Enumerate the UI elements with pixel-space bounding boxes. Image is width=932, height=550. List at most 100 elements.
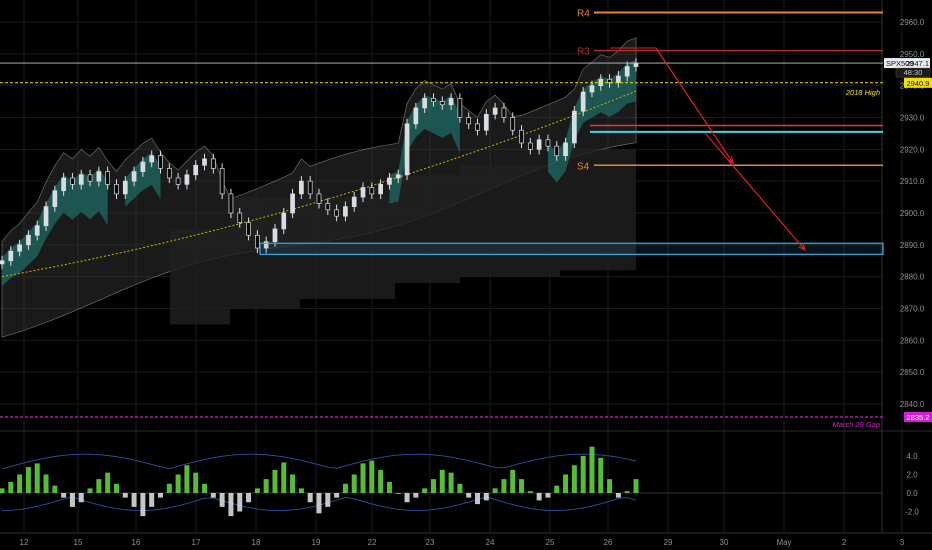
candle-body[interactable] [281,212,287,230]
candle-body[interactable] [193,164,199,176]
osc-bar [219,493,225,507]
candle-body[interactable] [114,184,119,195]
osc-bar [281,462,287,493]
candle-body[interactable] [184,174,190,185]
osc-bar [519,479,525,493]
candle-body[interactable] [457,98,463,118]
osc-bar [316,493,322,514]
candle-body[interactable] [607,78,612,83]
candle-body[interactable] [202,158,207,166]
y-axis-tick-label: 2880.0 [900,273,925,282]
s4-label: S4 [577,161,590,172]
candle-body[interactable] [439,101,445,106]
x-axis-tick-label: 30 [720,538,729,547]
candle-body[interactable] [70,177,75,185]
osc-bar [184,465,190,493]
candle-body[interactable] [633,62,639,67]
candle-body[interactable] [378,184,383,195]
candle-body[interactable] [334,209,339,217]
candle-body[interactable] [105,171,111,185]
candle-body[interactable] [307,180,313,195]
osc-bar [158,493,163,498]
candle-body[interactable] [387,177,392,185]
candle-body[interactable] [96,171,102,182]
candle-body[interactable] [17,244,22,252]
x-axis-tick-label: 16 [132,538,141,547]
osc-bar [466,493,472,498]
march-gap-label: March 29 Gap [832,420,880,429]
candle-body[interactable] [448,98,454,106]
candle-body[interactable] [572,110,577,144]
osc-bar [290,474,296,493]
y-axis-tick-label: 2930.0 [900,114,925,123]
arrow-to-target-head [798,243,807,252]
candle-body[interactable] [246,222,251,236]
candle-body[interactable] [140,161,146,172]
high-2018-label: 2018 High [845,88,880,97]
candle-body[interactable] [43,206,49,227]
candle-body[interactable] [369,187,375,195]
candle-body[interactable] [78,174,84,185]
candle-body[interactable] [483,113,489,131]
candle-body[interactable] [61,177,66,192]
osc-bar [633,479,639,493]
osc-bar [175,474,181,493]
candle-body[interactable] [263,241,269,249]
osc-bar [96,479,102,493]
candle-body[interactable] [492,107,498,115]
candle-body[interactable] [351,196,357,207]
candle-body[interactable] [431,98,436,102]
target-zone-box[interactable] [259,242,884,255]
candle-body[interactable] [325,203,331,211]
candle-body[interactable] [413,107,419,125]
candle-body[interactable] [466,117,472,125]
candle-body[interactable] [624,66,630,77]
candle-body[interactable] [519,129,524,144]
candle-body[interactable] [175,177,181,185]
candle-body[interactable] [536,139,542,150]
candle-body[interactable] [360,187,366,198]
candle-body[interactable] [131,171,137,182]
candle-body[interactable] [616,75,621,83]
candle-body[interactable] [563,142,568,157]
candle-body[interactable] [166,168,172,179]
candle-body[interactable] [580,91,586,112]
candle-body[interactable] [316,193,322,204]
candle-body[interactable] [510,117,516,131]
candle-body[interactable] [299,180,304,195]
candle-body[interactable] [527,142,533,150]
candle-body[interactable] [395,174,401,179]
candle-body[interactable] [343,206,348,217]
candle-body[interactable] [210,158,216,169]
candle-body[interactable] [26,234,31,246]
r3-label: R3 [577,47,590,58]
y-axis-tick-label: 2850.0 [900,368,925,377]
candle-body[interactable] [149,155,155,163]
candle-body[interactable] [501,107,507,118]
candle-body[interactable] [122,180,128,195]
candle-body[interactable] [255,234,260,249]
osc-bar [589,446,595,493]
candle-body[interactable] [554,145,560,157]
candle-body[interactable] [404,123,410,176]
candle-body[interactable] [8,250,14,262]
candle-body[interactable] [272,228,278,243]
candle-body[interactable] [290,193,295,214]
y-axis-tick-label: 2960.0 [900,18,925,27]
gap-tag-value: 2835.2 [907,413,930,422]
candle-body[interactable] [34,225,40,236]
countdown-tag: 48:30 [904,68,923,77]
candle-body[interactable] [0,260,5,265]
candle-body[interactable] [475,123,480,131]
candle-body[interactable] [219,168,225,195]
candle-body[interactable] [87,174,93,182]
y-axis-tick-label: 2920.0 [900,145,925,154]
candle-body[interactable] [589,85,595,93]
candle-body[interactable] [52,190,58,207]
candle-body[interactable] [158,155,163,169]
candle-body[interactable] [422,98,428,109]
candle-body[interactable] [545,139,551,147]
candle-body[interactable] [228,193,234,214]
candle-body[interactable] [237,212,243,223]
